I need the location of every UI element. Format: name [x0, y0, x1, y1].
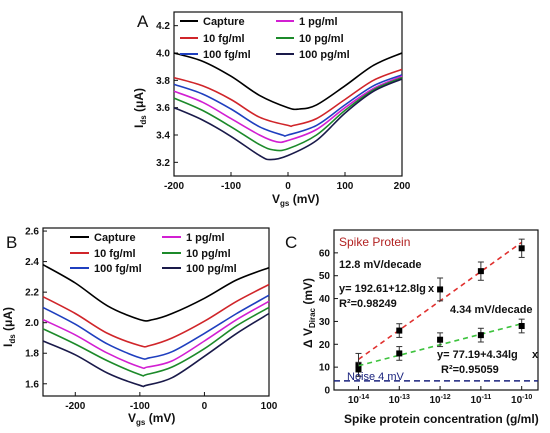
panel-c-xtick-label: 10-12 [429, 394, 450, 406]
panel-a-ticks: -200 -100 0 100 200 3.2 3.4 3.6 3.8 4.0 4.2 [156, 21, 411, 192]
panel-c-ytick-label: 60 [319, 248, 331, 259]
data-point [518, 245, 525, 252]
legend-a-capture: Capture [203, 16, 245, 28]
panel-c-title: Spike Protein [339, 235, 410, 249]
panel-b-line-10-fg-ml [42, 283, 270, 348]
panel-b-ytick-label: 1.6 [25, 379, 39, 390]
panel-c-xtick-label: 10-14 [348, 394, 369, 406]
data-point [518, 323, 525, 329]
r2-spike: R²=0.98249 [339, 298, 397, 310]
panel-b-ytick-label: 1.8 [25, 349, 39, 360]
legend-a-100fg: 100 fg/ml [203, 49, 251, 61]
equation-low: y= 77.19+4.34lg [437, 349, 518, 361]
panel-a-series [173, 52, 403, 161]
data-point [437, 286, 444, 293]
panel-c-ytick-label: 40 [319, 294, 331, 305]
panel-a-line-10-pg-ml [173, 76, 403, 152]
panel-a-xtick-label: 0 [285, 181, 291, 192]
panel-a-ytick-label: 4.0 [156, 49, 170, 60]
panel-b-ticks: -200 -100 0 100 1.6 1.8 2.0 2.2 2.4 2.6 [25, 227, 278, 412]
panel-b-series [42, 264, 270, 388]
panel-a-ytick-label: 4.2 [156, 21, 170, 32]
equation-spike-symbol: x [428, 283, 435, 295]
panel-b-xtick-label: -100 [130, 401, 150, 412]
panel-c-ytick-label: 20 [319, 340, 331, 351]
data-point [477, 268, 484, 275]
panel-b-ytick-label: 2.4 [25, 257, 39, 268]
legend-a-100pg: 100 pg/ml [299, 49, 350, 61]
panel-c-ytick-label: 50 [319, 271, 331, 282]
data-point [477, 332, 484, 339]
panel-a-ylabel: Ids (μA) [132, 88, 148, 128]
legend-b-10pg: 10 pg/ml [186, 248, 231, 260]
panel-b-xtick-label: -200 [65, 401, 85, 412]
data-point [355, 366, 362, 373]
panel-b-line-100-fg-ml [42, 294, 270, 360]
legend-a-10fg: 10 fg/ml [203, 33, 245, 45]
legend-a-10pg: 10 pg/ml [299, 33, 344, 45]
panel-a-legend: Capture 10 fg/ml 100 fg/ml 1 pg/ml 10 pg… [180, 16, 350, 61]
panel-a-line-1-pg-ml [173, 75, 403, 144]
panel-b-label: B [6, 233, 17, 252]
panel-b-xlabel: Vgs (mV) [128, 411, 175, 427]
panel-a-line-capture [173, 52, 403, 111]
panel-c-plot-frame [333, 229, 539, 391]
panel-a-ytick-label: 3.6 [156, 103, 170, 114]
panel-a-xlabel: Vgs (mV) [272, 192, 319, 208]
panel-a-xtick-label: -200 [164, 181, 184, 192]
panel-b-legend: Capture 10 fg/ml 100 fg/ml 1 pg/ml 10 pg… [70, 232, 237, 275]
panel-a-label: A [137, 12, 149, 31]
panel-c-series [334, 238, 538, 382]
panel-c: C 10-14 10-13 10-12 10-11 10-10 0 10 20 30 40 50 60… [285, 229, 539, 426]
legend-b-10fg: 10 fg/ml [94, 248, 136, 260]
panel-c-ylabel: Δ VDirac (mV) [301, 278, 317, 348]
data-point [396, 350, 403, 357]
panel-a-line-10-fg-ml [173, 68, 403, 128]
panel-b-line-capture [42, 264, 270, 322]
panel-a-ytick-label: 3.4 [156, 131, 170, 142]
panel-a-line-100-pg-ml [173, 78, 403, 161]
equation-low-symbol: x [532, 349, 539, 361]
data-point [437, 336, 444, 343]
panel-b-ytick-label: 2.0 [25, 318, 39, 329]
panel-b-line-100-pg-ml [42, 312, 270, 388]
legend-b-capture: Capture [94, 232, 136, 244]
noise-label: Noise 4 mV [347, 371, 405, 383]
fit-label-spike: 12.8 mV/decade [339, 259, 422, 271]
panel-a-ytick-label: 3.2 [156, 158, 170, 169]
legend-b-100pg: 100 pg/ml [186, 263, 237, 275]
panel-b: B -200 -100 0 100 1.6 1.8 2.0 2.2 2.4 2.6 Capture… [1, 227, 278, 427]
panel-b-line-10-pg-ml [42, 306, 270, 377]
panel-c-label: C [285, 233, 297, 252]
panel-a: A -200 -100 0 100 200 3.2 3.4 3.6 3.8 4.0 4.2 Capt… [132, 11, 411, 208]
panel-a-line-100-fg-ml [173, 74, 403, 137]
panel-a-xtick-label: 100 [337, 181, 354, 192]
panel-b-ytick-label: 2.2 [25, 288, 39, 299]
panel-c-ytick-label: 10 [319, 363, 331, 374]
fit-label-low: 4.34 mV/decade [450, 304, 533, 316]
panel-c-ytick-label: 30 [319, 317, 331, 328]
panel-b-line-1-pg-ml [42, 300, 270, 370]
legend-b-100fg: 100 fg/ml [94, 263, 142, 275]
panel-a-ytick-label: 3.8 [156, 76, 170, 87]
r2-low: R²=0.95059 [441, 364, 499, 376]
panel-b-plot-frame [42, 227, 270, 397]
panel-c-xlabel: Spike protein concentration (g/ml) [344, 412, 539, 426]
panel-c-xtick-label: 10-11 [470, 394, 491, 406]
panel-c-xtick-label: 10-10 [511, 394, 532, 406]
legend-b-1pg: 1 pg/ml [186, 232, 225, 244]
equation-spike: y= 192.61+12.8lg [339, 283, 426, 295]
panel-b-ylabel: Ids (μA) [1, 307, 17, 347]
panel-c-ytick-label: 0 [324, 386, 330, 397]
legend-a-1pg: 1 pg/ml [299, 16, 338, 28]
panel-a-xtick-label: -100 [221, 181, 241, 192]
panel-b-xtick-label: 0 [202, 401, 208, 412]
data-point [396, 327, 403, 334]
panel-c-xtick-label: 10-13 [389, 394, 410, 406]
panel-a-xtick-label: 200 [394, 181, 411, 192]
panel-b-ytick-label: 2.6 [25, 227, 39, 238]
panel-b-xtick-label: 100 [261, 401, 278, 412]
